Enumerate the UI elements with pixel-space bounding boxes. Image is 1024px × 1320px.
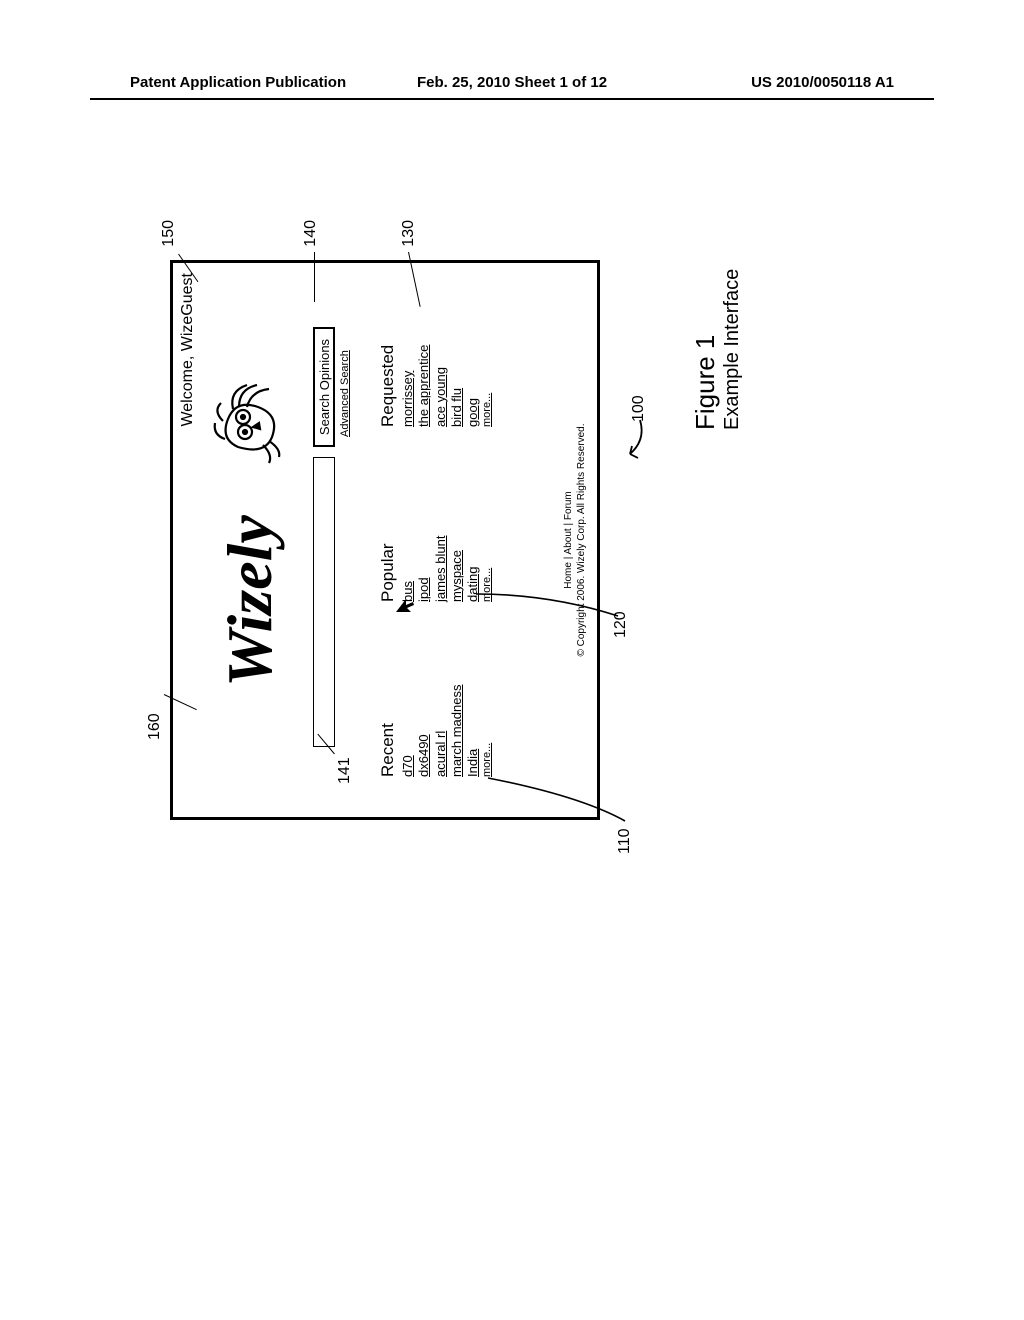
ui-footer: Home | About | Forum © Copyright 2006. W…	[563, 263, 587, 817]
list-item[interactable]: ace young	[433, 267, 449, 427]
interface-box: Welcome, WizeGuest Wizely	[170, 260, 600, 820]
column-recent: Recent d70 dx6490 acural rl march madnes…	[378, 617, 495, 777]
ref-110: 110	[616, 828, 634, 854]
list-item[interactable]: goog	[465, 267, 481, 427]
list-item[interactable]: james blunt	[433, 442, 449, 602]
logo-text: Wizely	[213, 515, 287, 687]
list-item[interactable]: march madness	[449, 617, 465, 777]
column-title: Recent	[378, 617, 398, 777]
list-item[interactable]: the apprentice	[416, 267, 432, 427]
figure-caption: Figure 1 Example Interface	[690, 269, 744, 430]
cursor-icon	[395, 597, 415, 613]
welcome-text: Welcome, WizeGuest	[179, 273, 197, 427]
header-right: US 2010/0050118 A1	[751, 74, 894, 91]
column-requested: Requested morrissey the apprentice ace y…	[378, 267, 495, 427]
lead-120	[470, 574, 620, 624]
logo-area: Wizely	[203, 337, 303, 737]
search-button[interactable]: Search Opinions	[313, 327, 335, 447]
figure-subtitle: Example Interface	[721, 269, 744, 430]
list-item[interactable]: bus	[400, 442, 416, 602]
figure-number: Figure 1	[690, 269, 721, 430]
header-rule	[90, 98, 934, 100]
lead-110	[480, 766, 630, 826]
ref-130: 130	[400, 220, 418, 247]
rotated-content: Welcome, WizeGuest Wizely	[150, 240, 890, 840]
advanced-search-link[interactable]: Advanced Search	[339, 350, 351, 437]
more-link[interactable]: more...	[481, 617, 495, 777]
copyright: © Copyright 2006. Wizely Corp. All Right…	[576, 263, 587, 817]
list-item[interactable]: acural rl	[433, 617, 449, 777]
lead-140	[314, 252, 315, 302]
list-item[interactable]: d70	[400, 617, 416, 777]
footer-links[interactable]: Home | About | Forum	[563, 263, 574, 817]
hook-100	[618, 416, 648, 460]
search-input[interactable]	[313, 457, 335, 747]
column-title: Popular	[378, 442, 398, 602]
column-title: Requested	[378, 267, 398, 427]
list-item[interactable]: dx6490	[416, 617, 432, 777]
ref-140: 140	[302, 220, 320, 247]
ref-150: 150	[160, 220, 178, 247]
owl-icon	[203, 377, 298, 487]
list-item[interactable]: ipod	[416, 442, 432, 602]
page: Patent Application Publication Feb. 25, …	[0, 0, 1024, 1320]
more-link[interactable]: more...	[481, 267, 495, 427]
list-item[interactable]: India	[465, 617, 481, 777]
list-item[interactable]: bird flu	[449, 267, 465, 427]
figure-area: Welcome, WizeGuest Wizely	[150, 240, 890, 840]
page-header: Patent Application Publication Feb. 25, …	[0, 74, 1024, 98]
ref-141: 141	[336, 757, 354, 784]
list-item[interactable]: morrissey	[400, 267, 416, 427]
list-item[interactable]: myspace	[449, 442, 465, 602]
ref-160: 160	[146, 713, 164, 740]
